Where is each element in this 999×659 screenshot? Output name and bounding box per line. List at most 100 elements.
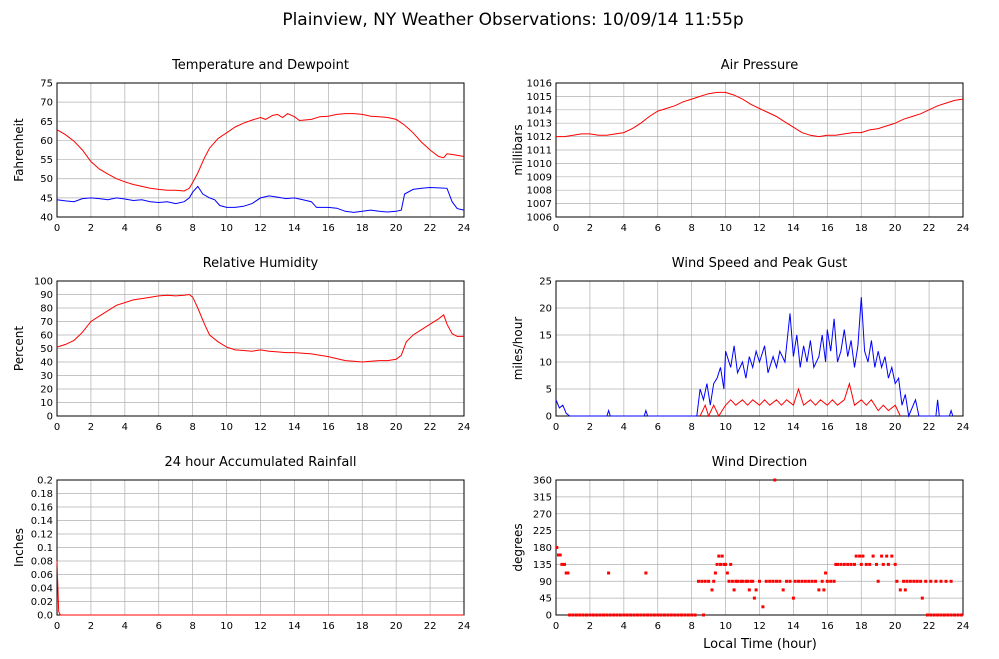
direction-point xyxy=(949,579,953,583)
x-tick-label: 2 xyxy=(88,621,94,632)
y-tick-label: 180 xyxy=(533,543,552,554)
direction-point xyxy=(649,613,653,617)
x-tick-label: 10 xyxy=(719,422,732,433)
y-tick-label: 80 xyxy=(40,304,53,315)
x-tick-label: 10 xyxy=(220,422,233,433)
x-tick-label: 0 xyxy=(54,621,60,632)
x-tick-label: 8 xyxy=(189,621,195,632)
x-tick-label: 6 xyxy=(655,621,661,632)
x-tick-label: 24 xyxy=(957,422,970,433)
y-tick-label: 5 xyxy=(546,385,552,396)
direction-point xyxy=(803,579,807,583)
wind-series-line xyxy=(555,297,954,418)
x-tick-label: 4 xyxy=(621,223,627,234)
x-tick-label: 16 xyxy=(821,621,834,632)
direction-point xyxy=(746,579,750,583)
direction-point xyxy=(725,571,729,575)
direction-point xyxy=(749,579,753,583)
direction-point xyxy=(925,613,929,617)
x-tick-label: 10 xyxy=(220,223,233,234)
direction-point xyxy=(936,613,940,617)
direction-point xyxy=(864,562,868,566)
y-tick-label: 45 xyxy=(40,193,53,204)
direction-point xyxy=(686,613,690,617)
y-tick-label: 0.08 xyxy=(31,557,53,568)
x-tick-label: 20 xyxy=(889,422,902,433)
y-tick-label: 45 xyxy=(539,594,552,605)
y-tick-label: 135 xyxy=(533,560,552,571)
direction-point xyxy=(771,579,775,583)
y-tick-label: 0 xyxy=(47,412,53,423)
direction-point xyxy=(846,562,850,566)
direction-point xyxy=(754,588,758,592)
y-tick-label: 90 xyxy=(40,290,53,301)
y-tick-label: 30 xyxy=(40,371,53,382)
direction-point xyxy=(632,613,636,617)
x-tick-label: 12 xyxy=(753,422,766,433)
direction-point xyxy=(905,579,909,583)
x-tick-label: 6 xyxy=(156,223,162,234)
direction-point xyxy=(739,579,743,583)
y-tick-label: 25 xyxy=(539,277,552,288)
chart-title: Wind Direction xyxy=(712,455,808,470)
direction-point xyxy=(734,579,738,583)
direction-point xyxy=(673,613,677,617)
x-tick-label: 8 xyxy=(688,223,694,234)
y-tick-label: 1009 xyxy=(527,172,552,183)
wind-series-line xyxy=(699,381,901,418)
chart-title: Wind Speed and Peak Gust xyxy=(672,256,847,271)
y-tick-label: 1014 xyxy=(527,105,552,116)
direction-point xyxy=(563,562,566,566)
x-tick-label: 2 xyxy=(587,621,593,632)
direction-point xyxy=(890,554,894,558)
x-tick-label: 24 xyxy=(458,223,471,234)
x-tick-label: 16 xyxy=(322,422,335,433)
direction-point xyxy=(558,553,562,557)
direction-point xyxy=(607,571,611,575)
x-tick-label: 10 xyxy=(719,621,732,632)
direction-point xyxy=(773,478,777,482)
y-tick-label: 0 xyxy=(546,412,552,423)
direction-point xyxy=(854,554,858,558)
direction-point xyxy=(717,554,721,558)
chart-title: Air Pressure xyxy=(721,58,799,73)
direction-point xyxy=(810,579,814,583)
y-tick-label: 1010 xyxy=(527,159,552,170)
x-tick-label: 22 xyxy=(923,621,936,632)
direction-point xyxy=(758,579,761,583)
direction-point xyxy=(781,588,785,592)
direction-point xyxy=(618,613,622,617)
y-tick-label: 40 xyxy=(40,213,53,224)
x-tick-label: 6 xyxy=(156,621,162,632)
direction-point xyxy=(839,562,843,566)
direction-point xyxy=(564,571,568,575)
direction-point xyxy=(720,554,724,558)
direction-point xyxy=(707,579,711,583)
x-tick-label: 16 xyxy=(322,223,335,234)
x-tick-label: 6 xyxy=(156,422,162,433)
x-tick-label: 16 xyxy=(821,223,834,234)
x-tick-label: 12 xyxy=(254,223,267,234)
direction-point xyxy=(639,613,643,617)
x-tick-label: 0 xyxy=(54,223,60,234)
y-tick-label: 65 xyxy=(40,117,53,128)
y-tick-label: 360 xyxy=(533,476,552,487)
direction-point xyxy=(724,562,728,566)
plot-frame xyxy=(555,280,964,417)
y-tick-label: 0.18 xyxy=(31,489,53,500)
y-axis-label: Inches xyxy=(12,528,26,567)
direction-point xyxy=(807,579,811,583)
direction-point xyxy=(768,579,772,583)
y-tick-label: 20 xyxy=(40,385,53,396)
chart-title: 24 hour Accumulated Rainfall xyxy=(164,455,356,470)
direction-point xyxy=(710,588,714,592)
x-tick-label: 18 xyxy=(855,422,868,433)
chart-title: Relative Humidity xyxy=(203,256,319,271)
x-tick-label: 20 xyxy=(390,223,403,234)
y-tick-label: 75 xyxy=(40,79,53,90)
direction-point xyxy=(800,579,804,583)
y-tick-label: 1007 xyxy=(527,199,552,210)
